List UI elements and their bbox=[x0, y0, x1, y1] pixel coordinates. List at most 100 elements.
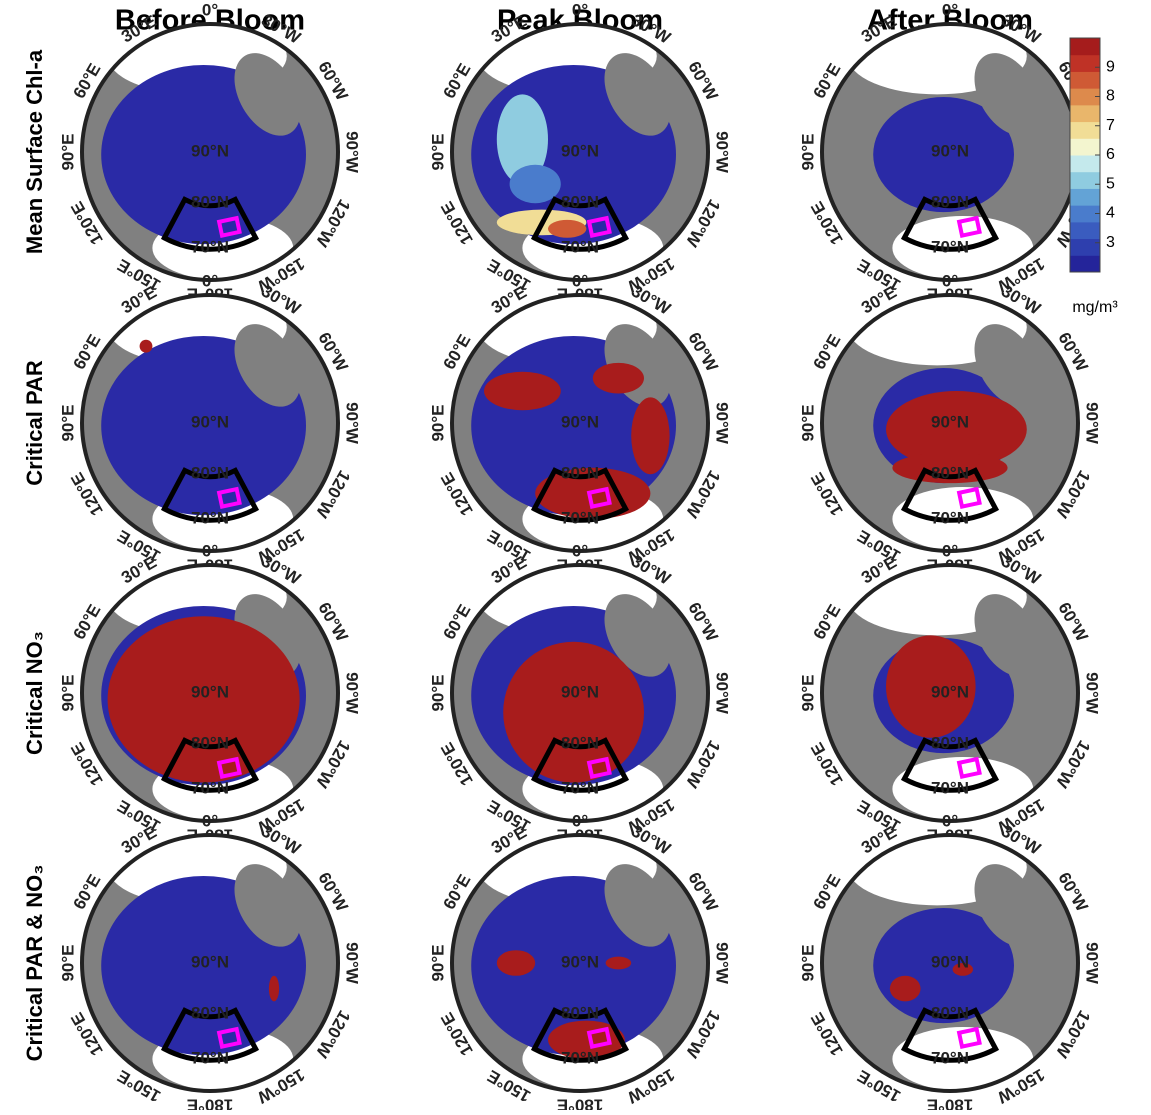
longitude-label: 90°W bbox=[343, 402, 362, 445]
latitude-label: 70°N bbox=[191, 508, 229, 527]
longitude-label: 0° bbox=[942, 271, 958, 290]
longitude-label: 0° bbox=[202, 811, 218, 830]
colorbar-tick-label: 6 bbox=[1106, 146, 1115, 163]
latitude-label: 70°N bbox=[931, 1048, 969, 1067]
longitude-label: 90°E bbox=[58, 133, 77, 170]
latitude-label: 80°N bbox=[191, 1004, 229, 1023]
latitude-label: 70°N bbox=[191, 1048, 229, 1067]
latitude-label: 80°N bbox=[561, 464, 599, 483]
latitude-label: 70°N bbox=[191, 778, 229, 797]
longitude-label: 90°W bbox=[713, 942, 732, 985]
latitude-label: 70°N bbox=[561, 1048, 599, 1067]
longitude-label: 90°E bbox=[428, 133, 447, 170]
latitude-label: 70°N bbox=[191, 237, 229, 256]
critical-area bbox=[890, 976, 921, 1002]
longitude-label: 90°W bbox=[343, 942, 362, 985]
longitude-label: 0° bbox=[942, 0, 958, 19]
longitude-label: 0° bbox=[572, 811, 588, 830]
latitude-label: 80°N bbox=[561, 734, 599, 753]
colorbar-band bbox=[1070, 222, 1100, 239]
longitude-label: 90°E bbox=[58, 674, 77, 711]
longitude-label: 90°E bbox=[58, 404, 77, 441]
colorbar-band bbox=[1070, 122, 1100, 139]
latitude-label: 80°N bbox=[191, 193, 229, 212]
latitude-label: 80°N bbox=[931, 464, 969, 483]
row-title: Critical PAR bbox=[22, 360, 47, 486]
latitude-label: 90°N bbox=[561, 682, 599, 701]
longitude-label: 90°W bbox=[1083, 942, 1102, 985]
longitude-label: 90°W bbox=[1083, 402, 1102, 445]
latitude-label: 90°N bbox=[561, 952, 599, 971]
latitude-label: 90°N bbox=[191, 682, 229, 701]
critical-area bbox=[484, 372, 561, 410]
critical-area bbox=[593, 363, 644, 394]
longitude-label: 90°W bbox=[713, 672, 732, 715]
longitude-label: 90°E bbox=[798, 944, 817, 981]
colorbar-band bbox=[1070, 155, 1100, 172]
colorbar-tick-label: 5 bbox=[1106, 175, 1115, 192]
critical-area bbox=[606, 957, 632, 970]
colorbar-band bbox=[1070, 105, 1100, 122]
longitude-label: 90°E bbox=[428, 404, 447, 441]
longitude-label: 90°W bbox=[343, 672, 362, 715]
latitude-label: 90°N bbox=[191, 141, 229, 160]
longitude-label: 90°E bbox=[798, 133, 817, 170]
longitude-label: 90°E bbox=[798, 404, 817, 441]
row-title: Critical NO₃ bbox=[22, 631, 47, 755]
latitude-label: 90°N bbox=[191, 952, 229, 971]
longitude-label: 180°E bbox=[187, 1096, 234, 1110]
longitude-label: 90°E bbox=[428, 674, 447, 711]
longitude-label: 180°E bbox=[557, 1096, 604, 1110]
longitude-label: 90°E bbox=[798, 674, 817, 711]
latitude-label: 80°N bbox=[931, 193, 969, 212]
latitude-label: 80°N bbox=[561, 193, 599, 212]
colorbar-band bbox=[1070, 172, 1100, 189]
latitude-label: 90°N bbox=[931, 412, 969, 431]
critical-area bbox=[140, 340, 153, 353]
colorbar-band bbox=[1070, 255, 1100, 272]
row-title: Mean Surface Chl-a bbox=[22, 49, 47, 254]
critical-area bbox=[497, 950, 535, 976]
row-title: Critical PAR & NO₃ bbox=[22, 865, 47, 1062]
latitude-label: 90°N bbox=[931, 682, 969, 701]
chl-patch bbox=[548, 220, 586, 238]
latitude-label: 90°N bbox=[931, 141, 969, 160]
longitude-label: 90°W bbox=[713, 402, 732, 445]
latitude-label: 80°N bbox=[931, 734, 969, 753]
longitude-label: 0° bbox=[572, 271, 588, 290]
critical-area bbox=[269, 976, 279, 1002]
longitude-label: 90°W bbox=[343, 131, 362, 174]
latitude-label: 70°N bbox=[931, 508, 969, 527]
latitude-label: 70°N bbox=[931, 778, 969, 797]
longitude-label: 90°E bbox=[58, 944, 77, 981]
colorbar-band bbox=[1070, 138, 1100, 155]
colorbar-tick-label: 3 bbox=[1106, 234, 1115, 251]
colorbar-unit: mg/m³ bbox=[1072, 299, 1118, 316]
colorbar-band bbox=[1070, 71, 1100, 88]
longitude-label: 0° bbox=[942, 541, 958, 560]
latitude-label: 70°N bbox=[931, 237, 969, 256]
longitude-label: 0° bbox=[572, 541, 588, 560]
latitude-label: 90°N bbox=[561, 412, 599, 431]
figure: Before BloomPeak BloomAfter BloomMean Su… bbox=[0, 0, 1151, 1110]
longitude-label: 0° bbox=[942, 811, 958, 830]
latitude-label: 80°N bbox=[561, 1004, 599, 1023]
colorbar-tick-label: 8 bbox=[1106, 88, 1115, 105]
colorbar-tick-label: 4 bbox=[1106, 205, 1115, 222]
longitude-label: 90°W bbox=[1083, 672, 1102, 715]
longitude-label: 0° bbox=[202, 0, 218, 19]
latitude-label: 80°N bbox=[191, 464, 229, 483]
latitude-label: 90°N bbox=[191, 412, 229, 431]
colorbar-tick-label: 7 bbox=[1106, 117, 1115, 134]
longitude-label: 90°E bbox=[428, 944, 447, 981]
latitude-label: 70°N bbox=[561, 778, 599, 797]
longitude-label: 90°W bbox=[713, 131, 732, 174]
latitude-label: 80°N bbox=[931, 1004, 969, 1023]
latitude-label: 90°N bbox=[931, 952, 969, 971]
latitude-label: 70°N bbox=[561, 237, 599, 256]
latitude-label: 90°N bbox=[561, 141, 599, 160]
colorbar-band bbox=[1070, 239, 1100, 256]
latitude-label: 80°N bbox=[191, 734, 229, 753]
colorbar-band bbox=[1070, 55, 1100, 72]
longitude-label: 0° bbox=[202, 271, 218, 290]
